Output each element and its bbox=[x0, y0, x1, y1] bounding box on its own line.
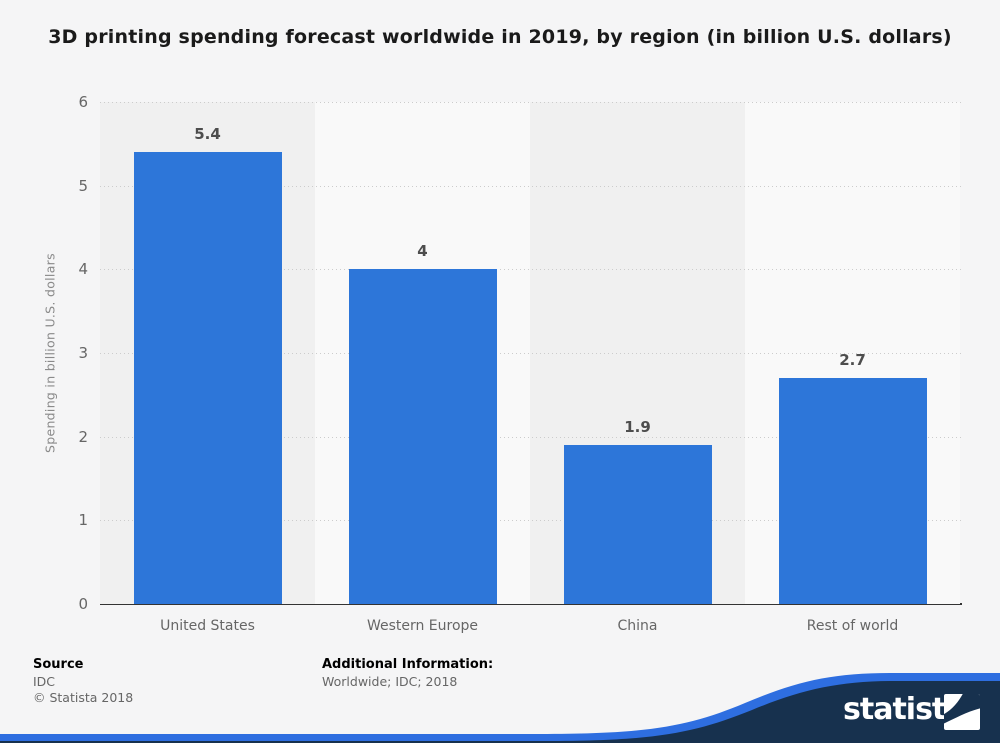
value-label-rest-of-world: 2.7 bbox=[839, 351, 866, 370]
bar-united-states[interactable] bbox=[133, 152, 282, 604]
y-tick-label-4: 4 bbox=[78, 260, 88, 279]
y-tick-label-3: 3 bbox=[78, 344, 88, 362]
category-label-china: China bbox=[617, 618, 658, 634]
logo-icon-wave bbox=[944, 694, 980, 724]
gridline-2 bbox=[100, 436, 962, 438]
y-tick-label-1: 1 bbox=[78, 511, 88, 530]
chart-title: 3D printing spending forecast worldwide … bbox=[48, 26, 952, 48]
value-label-western-europe: 4 bbox=[417, 242, 428, 261]
y-tick-label-6: 6 bbox=[78, 93, 88, 111]
copyright-text: © Statista 2018 bbox=[33, 690, 134, 705]
category-label-western-europe: Western Europe bbox=[366, 618, 479, 634]
additional-info-value: Worldwide; IDC; 2018 bbox=[322, 674, 458, 689]
bar-china[interactable] bbox=[563, 445, 712, 604]
additional-info-label: Additional Information: bbox=[322, 657, 494, 672]
y-tick-label-0: 0 bbox=[78, 595, 88, 613]
value-label-china: 1.9 bbox=[624, 418, 651, 437]
gridline-1 bbox=[100, 520, 962, 522]
footer-wave-graphic bbox=[0, 673, 1000, 743]
gridline-3 bbox=[100, 353, 962, 354]
category-label-united-states: United States bbox=[160, 618, 255, 634]
source-label: Source bbox=[33, 657, 84, 672]
statista-logo-icon[interactable] bbox=[944, 694, 980, 730]
gridline-5 bbox=[100, 185, 962, 187]
statista-logo-text[interactable]: statista bbox=[843, 692, 966, 727]
bar-rest-of-world[interactable] bbox=[778, 378, 927, 604]
y-tick-label-2: 2 bbox=[78, 427, 88, 446]
value-label-united-states: 5.4 bbox=[194, 125, 221, 144]
gridline-6 bbox=[100, 102, 962, 103]
y-tick-label-5: 5 bbox=[78, 176, 88, 195]
source-value[interactable]: IDC bbox=[33, 674, 56, 689]
bar-western-europe[interactable] bbox=[348, 269, 497, 604]
x-axis-line bbox=[100, 603, 962, 605]
footer-wave-navy-shape bbox=[0, 681, 1000, 743]
gridline-4 bbox=[100, 269, 962, 271]
category-label-rest-of-world: Rest of world bbox=[806, 618, 899, 634]
